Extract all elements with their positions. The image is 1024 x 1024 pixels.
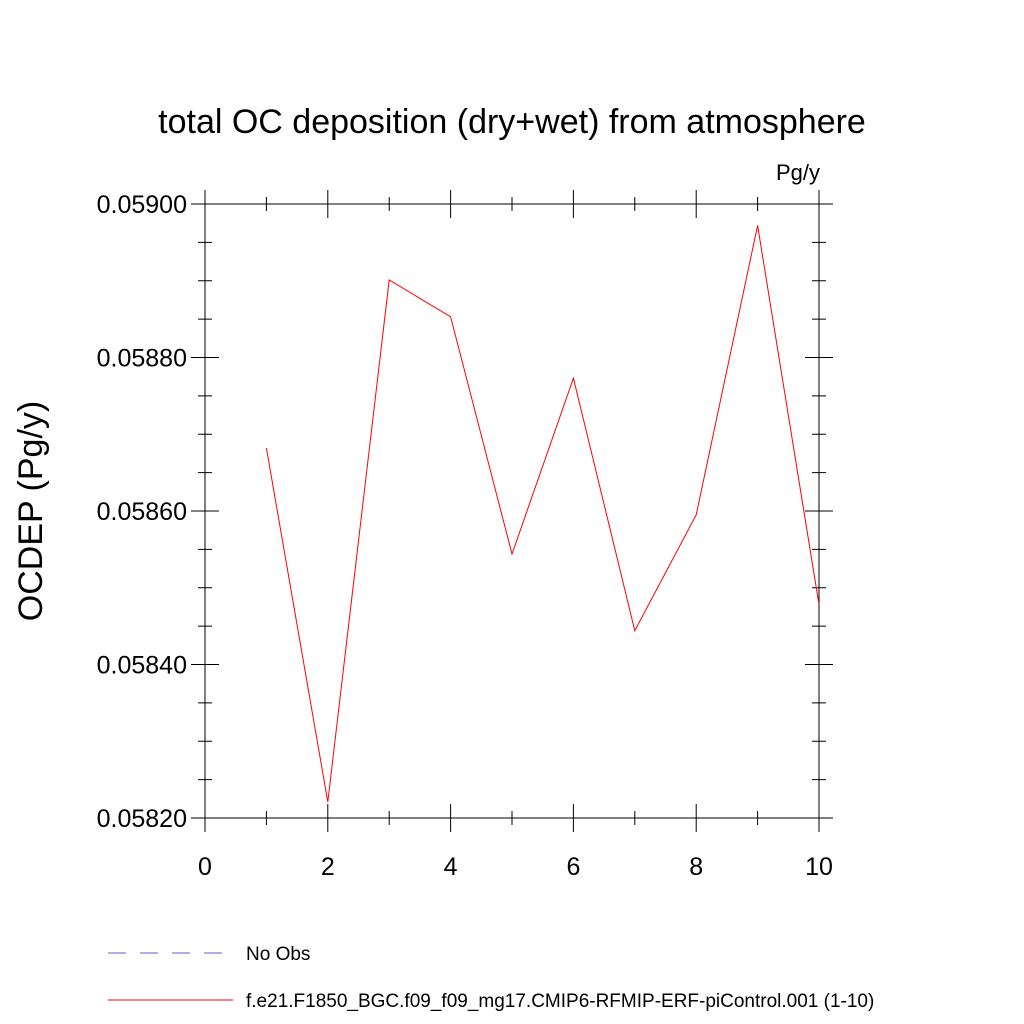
- series-layer: [265, 225, 820, 802]
- plot-frame: [204, 203, 820, 819]
- x-tick-label: 2: [321, 853, 335, 881]
- x-tick-label: 6: [566, 853, 580, 881]
- x-tick-label: 8: [689, 853, 703, 881]
- y-tick-label: 0.05900: [97, 191, 187, 219]
- x-tick-label: 0: [198, 853, 212, 881]
- y-tick-label: 0.05880: [97, 345, 187, 373]
- units-label: Pg/y: [776, 160, 820, 185]
- y-axis-label: OCDEP (Pg/y): [12, 401, 50, 621]
- chart-title: total OC deposition (dry+wet) from atmos…: [158, 103, 866, 141]
- y-tick-label: 0.05820: [97, 805, 187, 833]
- legend-label-no-obs: No Obs: [246, 944, 310, 965]
- series-line: [265, 225, 820, 802]
- y-axis: 0.05820 0.05840 0.05860 0.05880 0.05900: [97, 191, 833, 833]
- y-tick-label: 0.05860: [97, 498, 187, 526]
- y-tick-label: 0.05840: [97, 652, 187, 680]
- x-tick-label: 4: [444, 853, 458, 881]
- legend-label-series: f.e21.F1850_BGC.f09_f09_mg17.CMIP6-RFMIP…: [246, 991, 874, 1012]
- legend: No Obs f.e21.F1850_BGC.f09_f09_mg17.CMIP…: [108, 944, 874, 1012]
- x-tick-label: 10: [805, 853, 833, 881]
- x-axis: 0 2 4 6 8 10: [198, 190, 833, 881]
